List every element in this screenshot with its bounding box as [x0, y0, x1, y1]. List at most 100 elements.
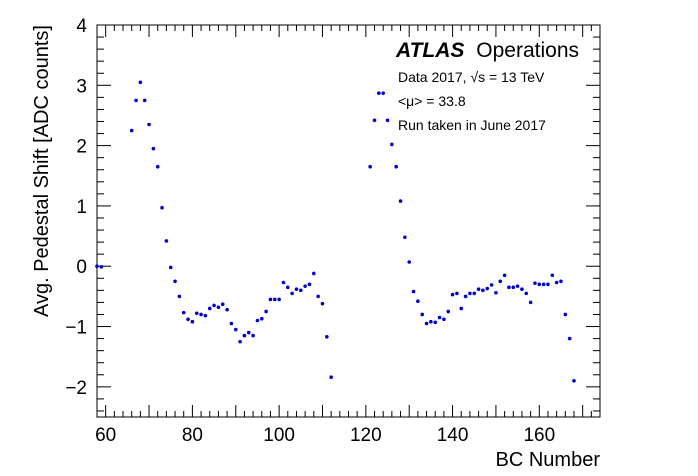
data-point	[377, 91, 381, 95]
x-tick-label: 160	[523, 425, 555, 446]
data-point	[494, 290, 498, 295]
data-point	[307, 282, 312, 287]
y-tick-label: 0	[76, 257, 87, 278]
data-points	[95, 80, 576, 383]
y-axis-title: Avg. Pedestal Shift [ADC counts]	[31, 25, 53, 317]
data-point	[429, 319, 433, 324]
data-point	[394, 164, 399, 169]
data-point	[372, 118, 377, 123]
data-point	[95, 264, 99, 269]
data-point	[515, 284, 520, 288]
data-point	[368, 164, 372, 169]
data-point	[502, 273, 507, 278]
data-point	[272, 297, 277, 302]
data-point	[190, 319, 195, 324]
data-point	[407, 260, 412, 264]
data-point	[229, 321, 234, 326]
x-axis-ticks	[96, 25, 601, 417]
data-point	[325, 334, 329, 339]
data-point	[455, 291, 459, 296]
data-point	[220, 302, 225, 307]
data-point	[277, 297, 281, 302]
x-tick-label: 80	[182, 425, 203, 446]
data-point	[168, 265, 173, 270]
data-point	[268, 297, 273, 302]
data-point	[572, 379, 576, 383]
data-point	[524, 291, 529, 296]
data-point	[233, 327, 238, 332]
data-point	[173, 279, 177, 284]
data-point	[138, 80, 143, 85]
data-point	[259, 316, 264, 321]
data-point	[541, 282, 546, 287]
data-point	[251, 333, 255, 338]
data-point	[212, 303, 216, 308]
data-point	[463, 294, 468, 299]
data-point	[329, 375, 333, 380]
data-point	[299, 288, 303, 293]
data-point	[411, 289, 416, 294]
data-point	[468, 291, 472, 296]
data-point	[186, 317, 190, 322]
data-point	[177, 294, 182, 299]
data-point	[489, 283, 494, 287]
data-point	[424, 321, 429, 326]
data-point	[151, 146, 156, 151]
data-point	[147, 122, 151, 127]
data-point	[303, 284, 307, 288]
data-point	[390, 142, 394, 147]
x-tick-label: 120	[350, 425, 382, 446]
data-point	[155, 164, 160, 169]
data-point	[433, 320, 438, 325]
y-tick-label: 1	[76, 197, 87, 218]
data-point	[481, 288, 485, 293]
data-point	[550, 273, 555, 278]
data-point	[450, 292, 455, 297]
data-point	[554, 280, 559, 285]
data-point	[437, 315, 442, 320]
data-point	[281, 280, 286, 285]
data-point	[246, 330, 251, 335]
data-point	[403, 235, 407, 240]
data-point	[416, 299, 420, 304]
data-point	[99, 265, 104, 269]
run-label: Run taken in June 2017	[398, 117, 546, 133]
data-point	[164, 239, 169, 243]
data-point	[129, 128, 134, 133]
data-point	[398, 199, 403, 203]
data-point	[420, 312, 425, 317]
data-point	[255, 318, 260, 323]
y-tick-label: −1	[65, 318, 87, 339]
data-point	[381, 91, 385, 95]
data-point	[546, 282, 550, 287]
data-point	[567, 336, 572, 341]
x-axis-tick-labels: 60 80 100 120 140 160	[95, 425, 555, 446]
y-axis-ticks	[97, 24, 600, 412]
data-point	[559, 279, 563, 284]
data-point	[446, 309, 451, 314]
data-point	[312, 271, 316, 276]
data-point	[520, 287, 524, 291]
data-point	[290, 291, 294, 296]
data-point	[238, 339, 242, 344]
data-point	[294, 287, 299, 291]
y-tick-label: 4	[76, 16, 87, 37]
data-point	[242, 333, 247, 338]
data-point	[442, 317, 446, 322]
data-point	[199, 312, 203, 317]
data-point	[181, 310, 186, 315]
data-point	[385, 118, 390, 123]
x-tick-label: 140	[437, 425, 469, 446]
mu-label: <μ> = 33.8	[398, 93, 466, 109]
data-point	[285, 285, 290, 290]
data-point	[264, 309, 268, 314]
data-point	[207, 306, 212, 311]
operations-text: Operations	[476, 39, 579, 62]
x-axis-title: BC Number	[496, 449, 601, 471]
atlas-label: ATLAS Operations	[395, 39, 579, 62]
data-point	[459, 306, 464, 311]
data-point	[134, 98, 138, 103]
data-point	[498, 279, 503, 284]
data-point	[160, 205, 164, 210]
